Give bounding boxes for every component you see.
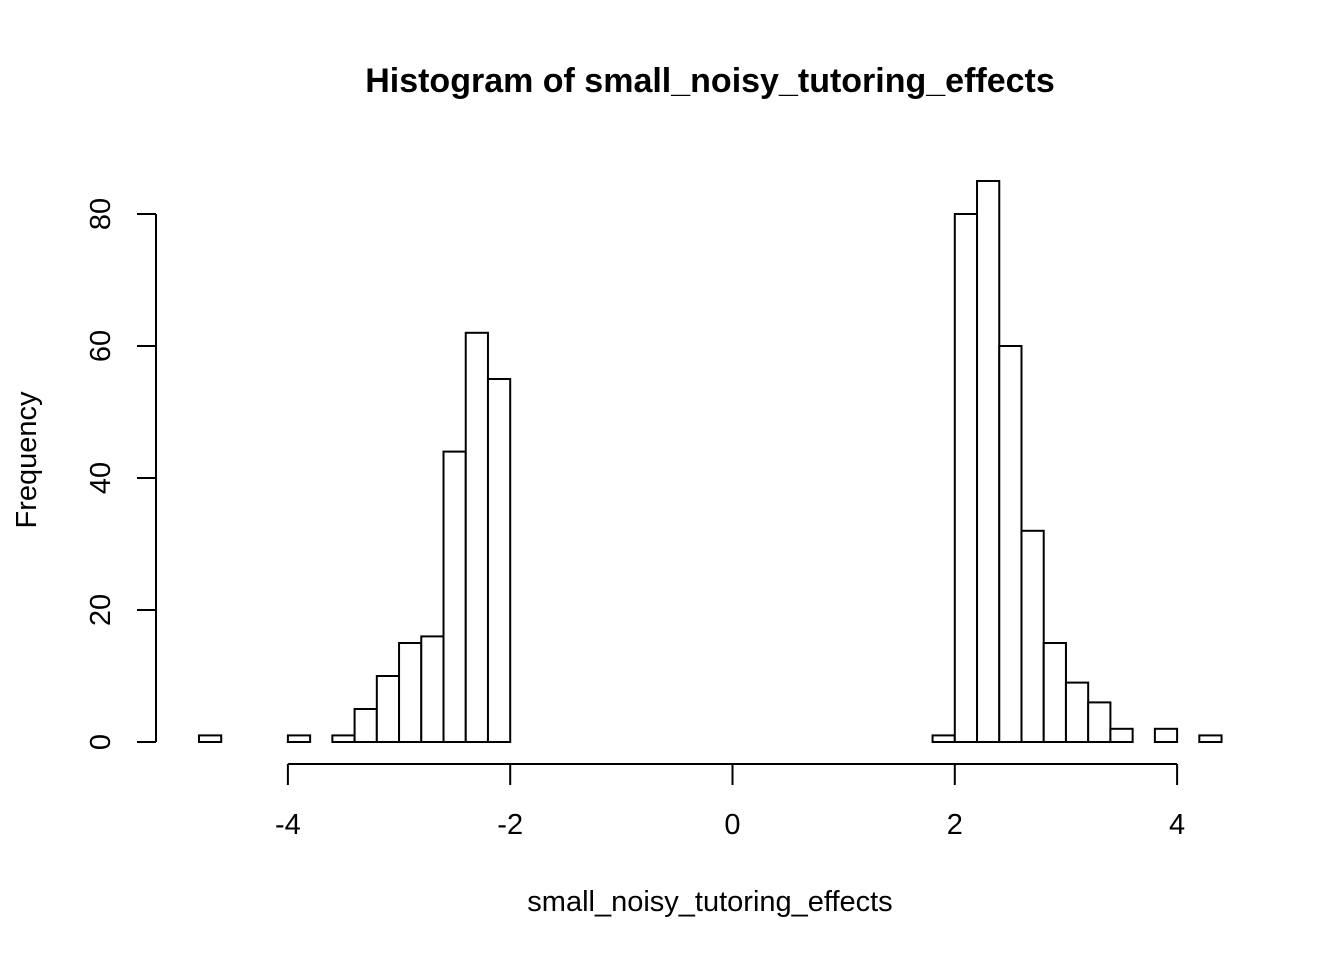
- x-axis-label: small_noisy_tutoring_effects: [527, 886, 892, 918]
- histogram-bars: [197, 180, 1223, 744]
- histogram-bar-45: [1198, 734, 1223, 744]
- x-axis: -4 -2 0 2 4: [275, 763, 1185, 841]
- y-tick-label: 80: [85, 198, 117, 230]
- histogram-bar-38: [1042, 642, 1067, 743]
- y-tick-label: 0: [85, 734, 117, 750]
- x-tick-label: 4: [1169, 809, 1185, 841]
- histogram-bar-13: [486, 378, 512, 743]
- histogram-bar-12: [464, 331, 489, 743]
- histogram-bar-10: [420, 635, 445, 744]
- x-tick-label: -4: [275, 809, 301, 841]
- y-axis: 0 20 40 60 80: [85, 198, 157, 750]
- histogram-bar-11: [442, 450, 467, 743]
- histogram-bar-35: [976, 180, 1001, 743]
- histogram-bar-7: [353, 708, 378, 743]
- chart-title: Histogram of small_noisy_tutoring_effect…: [365, 62, 1055, 100]
- x-tick-label: 0: [724, 809, 740, 841]
- histogram-bar-33: [931, 734, 956, 744]
- histogram-bar-43: [1153, 727, 1179, 743]
- y-tick-label: 40: [85, 462, 117, 494]
- histogram-bar-4: [286, 734, 312, 744]
- y-tick-label: 60: [85, 330, 117, 362]
- histogram-bar-36: [998, 345, 1023, 743]
- x-tick-label: 2: [947, 809, 963, 841]
- histogram-bar-37: [1020, 529, 1045, 743]
- histogram-bar-6: [331, 734, 356, 744]
- histogram-bar-8: [375, 675, 401, 743]
- histogram-bar-0: [197, 734, 223, 744]
- histogram-bar-41: [1109, 727, 1134, 743]
- x-tick-label: -2: [497, 809, 523, 841]
- y-tick-label: 20: [85, 594, 117, 626]
- histogram-bar-34: [953, 213, 979, 743]
- histogram-bar-39: [1064, 681, 1090, 743]
- histogram-bar-40: [1087, 701, 1112, 744]
- histogram-bar-9: [398, 642, 423, 743]
- y-axis-label: Frequency: [11, 391, 43, 529]
